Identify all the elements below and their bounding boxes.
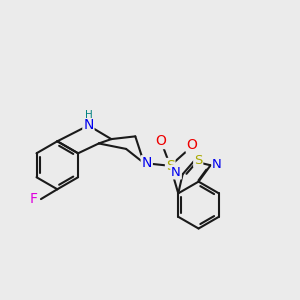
Text: S: S — [166, 159, 175, 173]
Text: O: O — [187, 138, 197, 152]
Text: F: F — [30, 192, 38, 206]
Text: S: S — [194, 154, 202, 167]
Text: N: N — [142, 156, 152, 170]
Text: N: N — [171, 166, 181, 178]
Text: N: N — [83, 118, 94, 133]
Text: H: H — [85, 110, 92, 120]
Text: O: O — [155, 134, 167, 148]
Text: N: N — [212, 158, 222, 171]
